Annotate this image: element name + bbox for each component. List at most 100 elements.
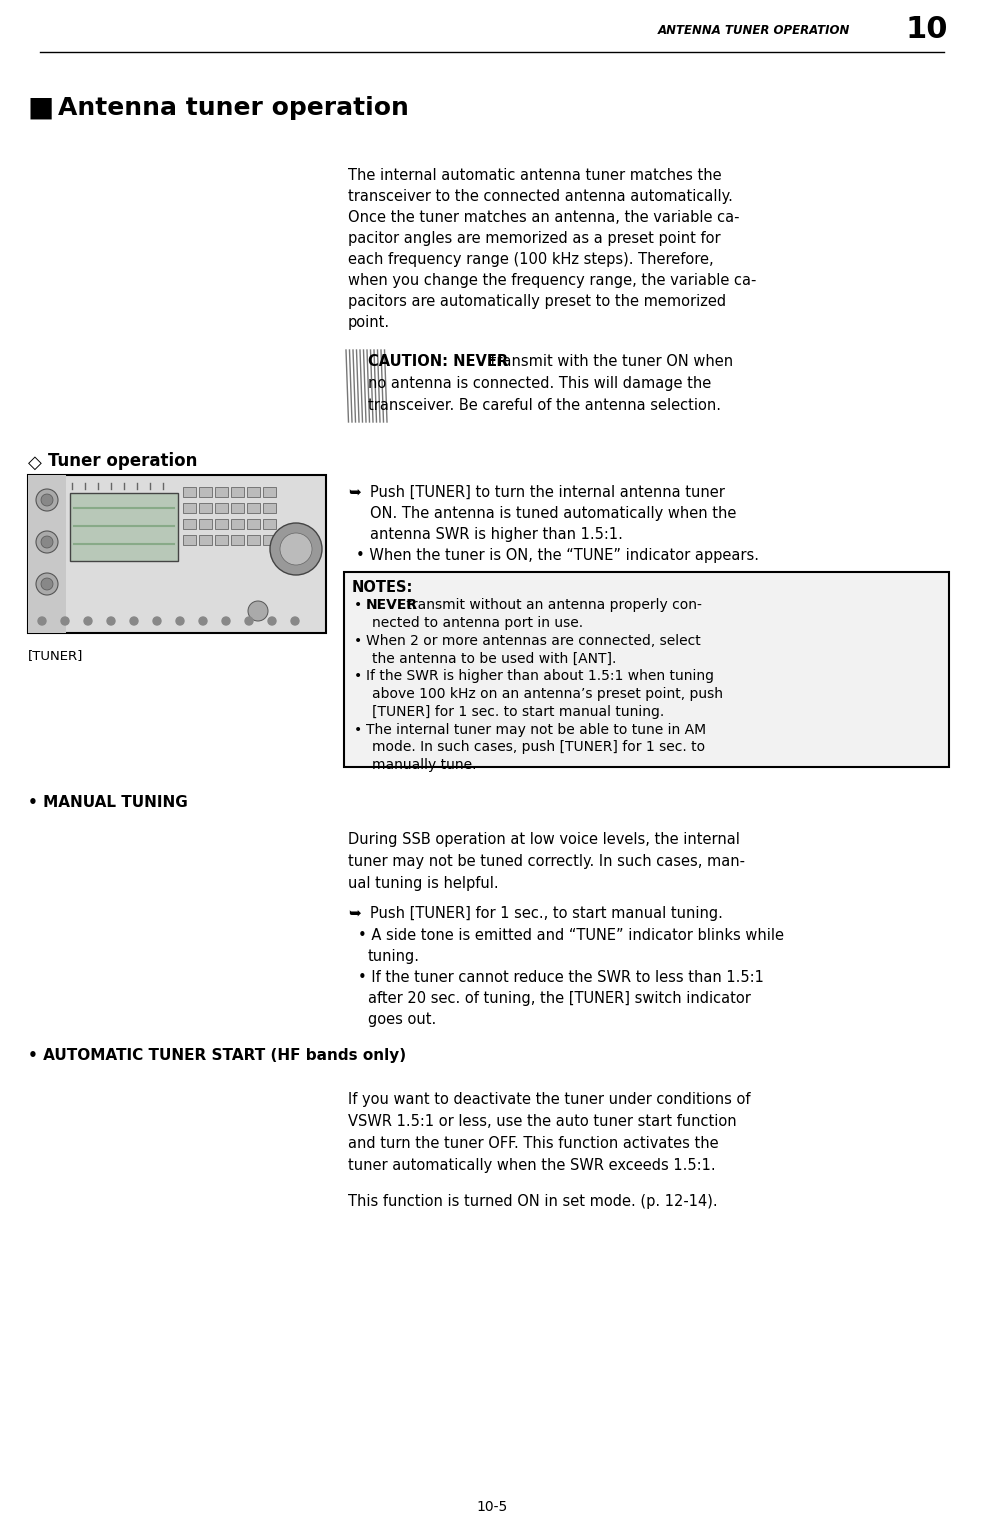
Text: During SSB operation at low voice levels, the internal: During SSB operation at low voice levels… (348, 832, 740, 848)
Circle shape (199, 617, 207, 624)
Text: above 100 kHz on an antenna’s preset point, push: above 100 kHz on an antenna’s preset poi… (372, 687, 723, 700)
Circle shape (291, 617, 299, 624)
Text: when you change the frequency range, the variable ca-: when you change the frequency range, the… (348, 273, 757, 289)
Text: If you want to deactivate the tuner under conditions of: If you want to deactivate the tuner unde… (348, 1092, 751, 1107)
Text: CAUTION: NEVER: CAUTION: NEVER (368, 354, 508, 369)
Bar (215, 503, 228, 513)
Circle shape (130, 617, 138, 624)
Text: When 2 or more antennas are connected, select: When 2 or more antennas are connected, s… (366, 633, 701, 647)
Circle shape (84, 617, 92, 624)
Circle shape (280, 533, 312, 565)
Text: VSWR 1.5:1 or less, use the auto tuner start function: VSWR 1.5:1 or less, use the auto tuner s… (348, 1113, 737, 1129)
Text: • MANUAL TUNING: • MANUAL TUNING (28, 794, 188, 810)
Text: NEVER: NEVER (366, 598, 418, 612)
Circle shape (36, 489, 58, 510)
Text: •: • (354, 723, 367, 737)
Text: nected to antenna port in use.: nected to antenna port in use. (372, 615, 584, 630)
Text: Once the tuner matches an antenna, the variable ca-: Once the tuner matches an antenna, the v… (348, 210, 740, 225)
Circle shape (270, 523, 322, 576)
Text: transmit with the tuner ON when: transmit with the tuner ON when (486, 354, 733, 369)
Bar (231, 488, 244, 497)
Circle shape (248, 602, 268, 621)
Text: [TUNER] for 1 sec. to start manual tuning.: [TUNER] for 1 sec. to start manual tunin… (372, 705, 664, 718)
Text: point.: point. (348, 314, 390, 330)
Text: tuner may not be tuned correctly. In such cases, man-: tuner may not be tuned correctly. In suc… (348, 854, 745, 869)
Text: goes out.: goes out. (368, 1012, 436, 1027)
Bar (183, 503, 196, 513)
Text: the antenna to be used with [ANT].: the antenna to be used with [ANT]. (372, 652, 616, 665)
Bar (215, 519, 228, 529)
Circle shape (222, 617, 230, 624)
Circle shape (38, 617, 46, 624)
Text: The internal tuner may not be able to tune in AM: The internal tuner may not be able to tu… (366, 723, 707, 737)
Bar (231, 535, 244, 545)
Text: If the SWR is higher than about 1.5:1 when tuning: If the SWR is higher than about 1.5:1 wh… (366, 670, 714, 684)
Text: ANTENNA TUNER OPERATION: ANTENNA TUNER OPERATION (658, 23, 850, 36)
Text: [TUNER]: [TUNER] (28, 649, 84, 662)
Bar (263, 519, 276, 529)
Text: ON. The antenna is tuned automatically when the: ON. The antenna is tuned automatically w… (370, 506, 736, 521)
Text: • A side tone is emitted and “TUNE” indicator blinks while: • A side tone is emitted and “TUNE” indi… (358, 928, 784, 943)
Bar (199, 519, 212, 529)
Circle shape (107, 617, 115, 624)
Text: 10-5: 10-5 (476, 1499, 508, 1514)
Bar (263, 535, 276, 545)
Circle shape (61, 617, 69, 624)
Circle shape (176, 617, 184, 624)
Bar (70, 494, 178, 561)
Bar (199, 535, 212, 545)
Bar (183, 535, 196, 545)
Bar (215, 535, 228, 545)
Circle shape (268, 617, 276, 624)
Bar (247, 519, 260, 529)
Text: •: • (354, 633, 367, 647)
Text: ■: ■ (28, 94, 54, 122)
Text: This function is turned ON in set mode. (p. 12-14).: This function is turned ON in set mode. … (348, 1194, 717, 1209)
Text: after 20 sec. of tuning, the [TUNER] switch indicator: after 20 sec. of tuning, the [TUNER] swi… (368, 990, 751, 1006)
Bar (247, 535, 260, 545)
Text: Push [TUNER] for 1 sec., to start manual tuning.: Push [TUNER] for 1 sec., to start manual… (370, 905, 723, 921)
Text: • AUTOMATIC TUNER START (HF bands only): • AUTOMATIC TUNER START (HF bands only) (28, 1048, 406, 1063)
Circle shape (36, 532, 58, 553)
Text: and turn the tuner OFF. This function activates the: and turn the tuner OFF. This function ac… (348, 1136, 718, 1151)
Bar (183, 488, 196, 497)
Text: •: • (354, 670, 367, 684)
Text: mode. In such cases, push [TUNER] for 1 sec. to: mode. In such cases, push [TUNER] for 1 … (372, 740, 706, 755)
Text: Push [TUNER] to turn the internal antenna tuner: Push [TUNER] to turn the internal antenn… (370, 485, 725, 500)
Text: Antenna tuner operation: Antenna tuner operation (58, 96, 409, 120)
Bar (247, 503, 260, 513)
Text: 10: 10 (905, 15, 948, 44)
Text: transceiver to the connected antenna automatically.: transceiver to the connected antenna aut… (348, 188, 733, 204)
Text: • When the tuner is ON, the “TUNE” indicator appears.: • When the tuner is ON, the “TUNE” indic… (356, 548, 759, 564)
Bar (199, 503, 212, 513)
Bar (263, 503, 276, 513)
Bar (28, 475, 66, 633)
Bar (215, 488, 228, 497)
Text: pacitors are automatically preset to the memorized: pacitors are automatically preset to the… (348, 295, 726, 308)
Text: ual tuning is helpful.: ual tuning is helpful. (348, 876, 499, 892)
Circle shape (36, 573, 58, 595)
Text: NOTES:: NOTES: (352, 580, 413, 595)
Bar (344, 573, 949, 767)
Text: manually tune.: manually tune. (372, 758, 476, 772)
Text: transceiver. Be careful of the antenna selection.: transceiver. Be careful of the antenna s… (368, 398, 721, 413)
Text: tuner automatically when the SWR exceeds 1.5:1.: tuner automatically when the SWR exceeds… (348, 1157, 715, 1173)
Text: antenna SWR is higher than 1.5:1.: antenna SWR is higher than 1.5:1. (370, 527, 623, 542)
Text: transmit without an antenna properly con-: transmit without an antenna properly con… (401, 598, 702, 612)
Text: ➥: ➥ (348, 905, 361, 921)
Text: • If the tuner cannot reduce the SWR to less than 1.5:1: • If the tuner cannot reduce the SWR to … (358, 971, 764, 984)
Bar (231, 503, 244, 513)
Text: no antenna is connected. This will damage the: no antenna is connected. This will damag… (368, 377, 711, 390)
Text: each frequency range (100 kHz steps). Therefore,: each frequency range (100 kHz steps). Th… (348, 252, 713, 267)
Bar (28, 475, 326, 633)
Text: pacitor angles are memorized as a preset point for: pacitor angles are memorized as a preset… (348, 231, 720, 246)
Text: Tuner operation: Tuner operation (48, 453, 198, 469)
Bar (183, 519, 196, 529)
Circle shape (41, 536, 53, 548)
Text: ➥: ➥ (348, 485, 361, 500)
Bar (263, 488, 276, 497)
Bar (199, 488, 212, 497)
Text: tuning.: tuning. (368, 949, 420, 965)
Circle shape (41, 494, 53, 506)
Bar (247, 488, 260, 497)
